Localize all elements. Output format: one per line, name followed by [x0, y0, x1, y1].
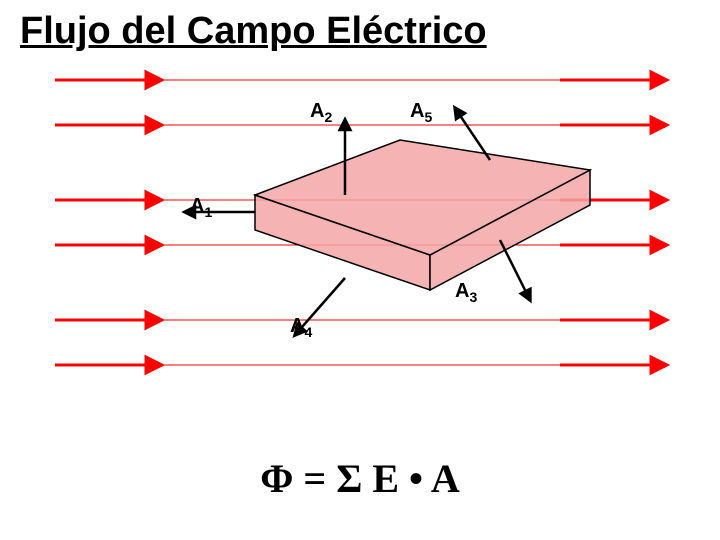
label-a3: A3 — [455, 280, 477, 305]
label-a4: A4 — [290, 315, 312, 340]
label-a5: A5 — [410, 100, 432, 125]
label-a1: A1 — [190, 195, 212, 220]
shape-group — [255, 140, 590, 290]
flux-equation: Φ = Σ E • A — [0, 455, 720, 502]
label-a2: A2 — [310, 100, 332, 125]
